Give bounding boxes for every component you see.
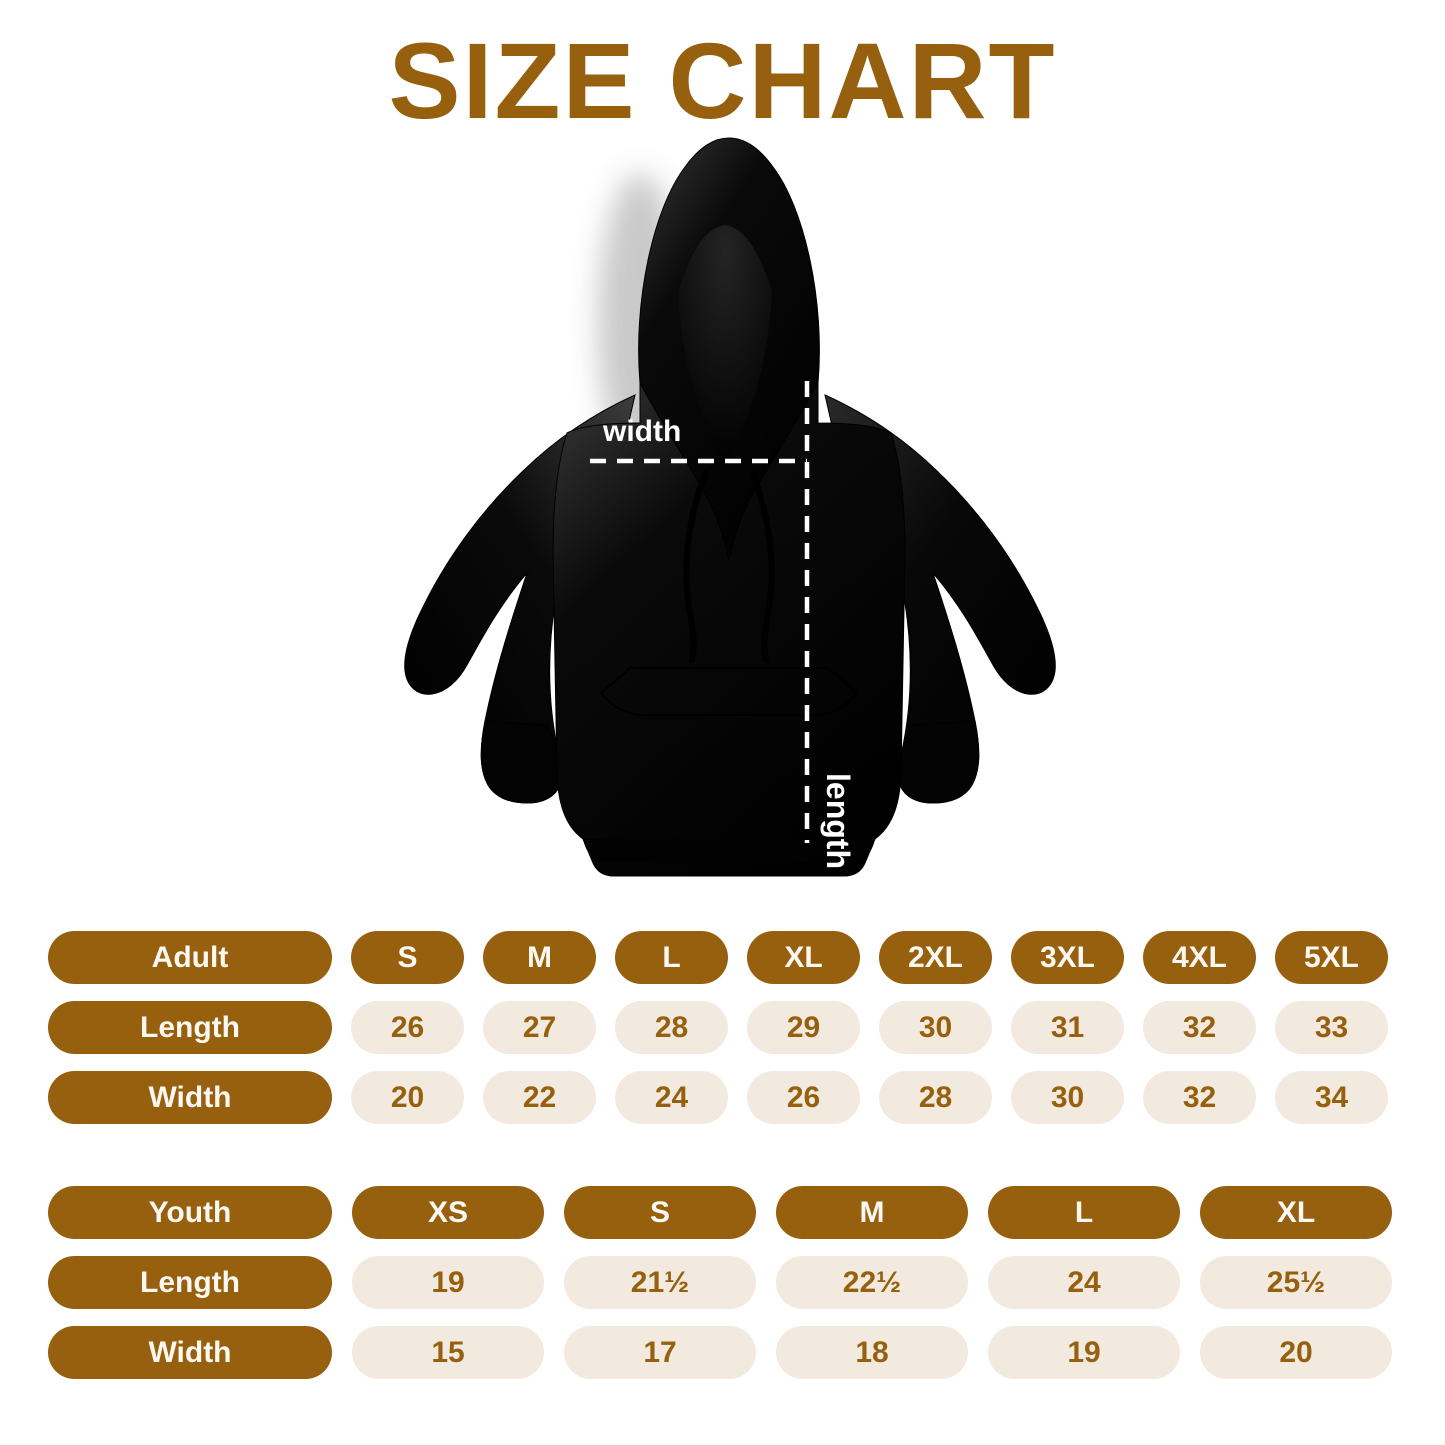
- svg-text:length: length: [820, 773, 856, 869]
- svg-text:width: width: [602, 415, 681, 448]
